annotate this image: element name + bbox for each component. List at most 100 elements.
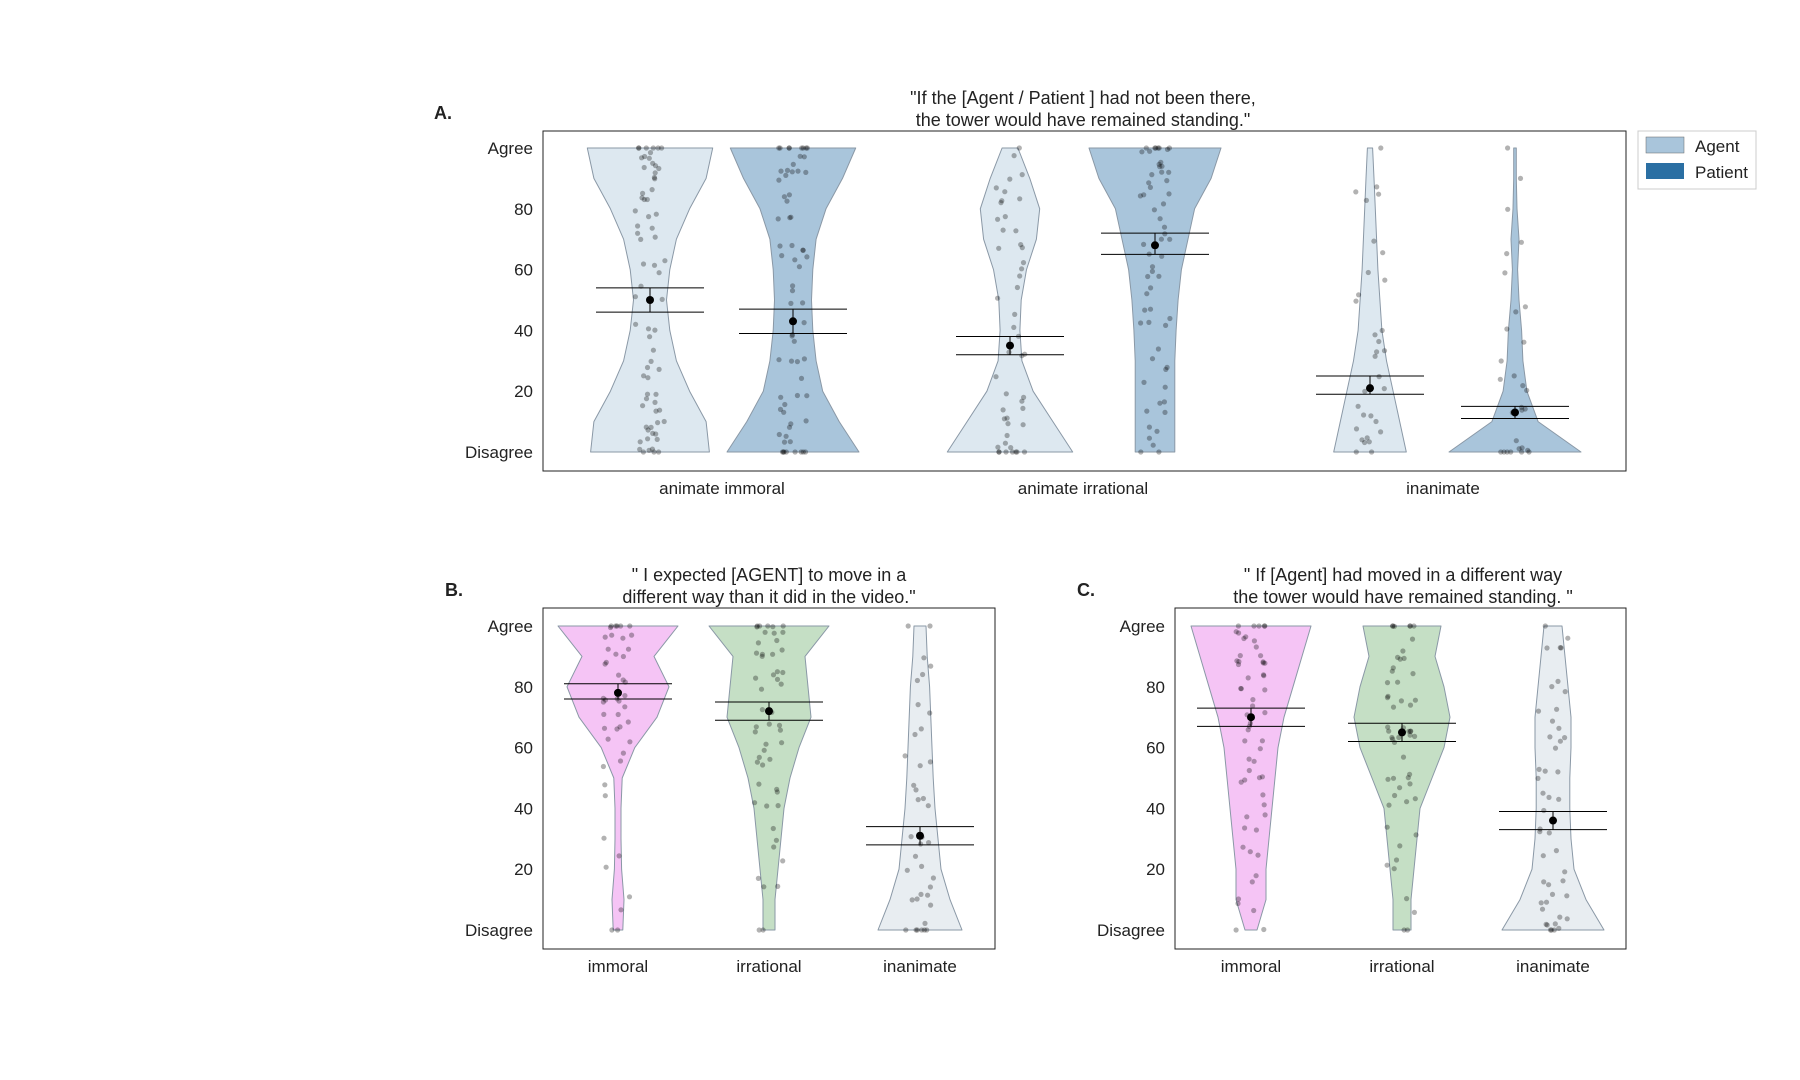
data-point — [601, 725, 608, 731]
data-point — [1519, 445, 1525, 451]
data-point — [779, 740, 785, 746]
data-point — [1249, 879, 1255, 885]
data-point — [651, 449, 657, 455]
y-tick-label: Disagree — [465, 921, 533, 940]
data-point — [788, 358, 795, 364]
data-point — [1159, 253, 1165, 259]
data-point — [1390, 665, 1396, 671]
data-point — [1013, 228, 1019, 234]
data-point — [645, 375, 651, 381]
data-point — [803, 418, 809, 424]
data-point — [1260, 672, 1267, 678]
data-point — [782, 401, 788, 408]
data-point — [637, 446, 643, 452]
data-point — [1405, 775, 1411, 781]
points-immoral — [600, 623, 635, 933]
data-point — [803, 169, 809, 175]
data-point — [1161, 399, 1167, 405]
data-point — [1259, 738, 1265, 744]
data-point — [662, 258, 668, 264]
data-point — [646, 155, 652, 161]
data-point — [1535, 708, 1542, 714]
data-point — [603, 659, 609, 666]
data-point — [1235, 900, 1241, 907]
data-point — [1543, 899, 1550, 905]
data-point — [1255, 852, 1261, 858]
data-point — [788, 300, 794, 306]
data-point — [1516, 446, 1522, 452]
data-point — [791, 338, 797, 344]
violin-agent — [1333, 147, 1407, 453]
data-point — [914, 927, 920, 933]
data-point — [1245, 727, 1251, 733]
data-point — [1553, 848, 1559, 854]
data-point — [652, 234, 658, 240]
data-point — [1166, 145, 1172, 151]
data-point — [1380, 250, 1386, 256]
y-tick-label: 40 — [514, 799, 533, 818]
data-point — [753, 650, 760, 656]
data-point — [626, 894, 633, 900]
points-agent — [993, 145, 1028, 455]
data-point — [1376, 338, 1382, 345]
data-point — [1000, 227, 1006, 233]
data-point — [1242, 777, 1248, 783]
data-point — [925, 892, 931, 898]
data-point — [1410, 671, 1416, 677]
data-point — [774, 786, 780, 793]
data-point — [780, 623, 786, 629]
data-point — [1001, 416, 1008, 422]
data-point — [1235, 661, 1242, 668]
data-point — [1167, 315, 1173, 322]
data-point — [1247, 849, 1253, 855]
summary-patient — [1461, 405, 1569, 420]
data-point — [925, 803, 931, 809]
data-point — [1519, 449, 1525, 455]
data-point — [654, 436, 660, 442]
data-point — [1245, 675, 1251, 681]
points-patient — [1137, 145, 1173, 455]
data-point — [1353, 189, 1359, 195]
data-point — [1014, 284, 1021, 291]
data-point — [1395, 679, 1401, 685]
data-point — [1355, 403, 1361, 409]
data-point — [627, 739, 633, 745]
data-point — [609, 927, 615, 933]
panel-b-frame — [542, 607, 996, 950]
data-point — [650, 347, 657, 353]
data-point — [1372, 353, 1378, 359]
data-point — [776, 722, 783, 729]
data-point — [1250, 697, 1256, 703]
y-tick-label: 80 — [514, 678, 533, 697]
data-point — [1564, 916, 1570, 922]
data-point — [764, 803, 770, 809]
summary-irrational — [715, 701, 823, 721]
data-point — [1363, 197, 1369, 203]
data-point — [1536, 766, 1542, 773]
data-point — [1251, 638, 1257, 644]
data-point — [632, 208, 638, 214]
data-point — [620, 677, 626, 683]
data-point — [1520, 383, 1526, 389]
data-point — [651, 174, 658, 181]
data-point — [770, 825, 776, 832]
data-point — [779, 647, 785, 653]
data-point — [786, 424, 793, 430]
data-point — [1250, 703, 1256, 709]
data-point — [640, 449, 647, 455]
data-point — [1538, 900, 1544, 906]
data-point — [1159, 163, 1165, 169]
panel-b-x-axis: immoral irrational inanimate — [588, 957, 957, 976]
data-point — [904, 867, 910, 873]
data-point — [918, 841, 924, 847]
data-point — [1407, 728, 1414, 734]
data-point — [1549, 684, 1555, 690]
data-point — [1539, 906, 1546, 912]
data-point — [620, 635, 626, 641]
data-point — [794, 392, 801, 399]
data-point — [1241, 635, 1247, 642]
data-point — [1372, 332, 1378, 338]
data-point — [1556, 925, 1562, 931]
points-irrational — [1384, 623, 1419, 933]
data-point — [927, 710, 933, 716]
